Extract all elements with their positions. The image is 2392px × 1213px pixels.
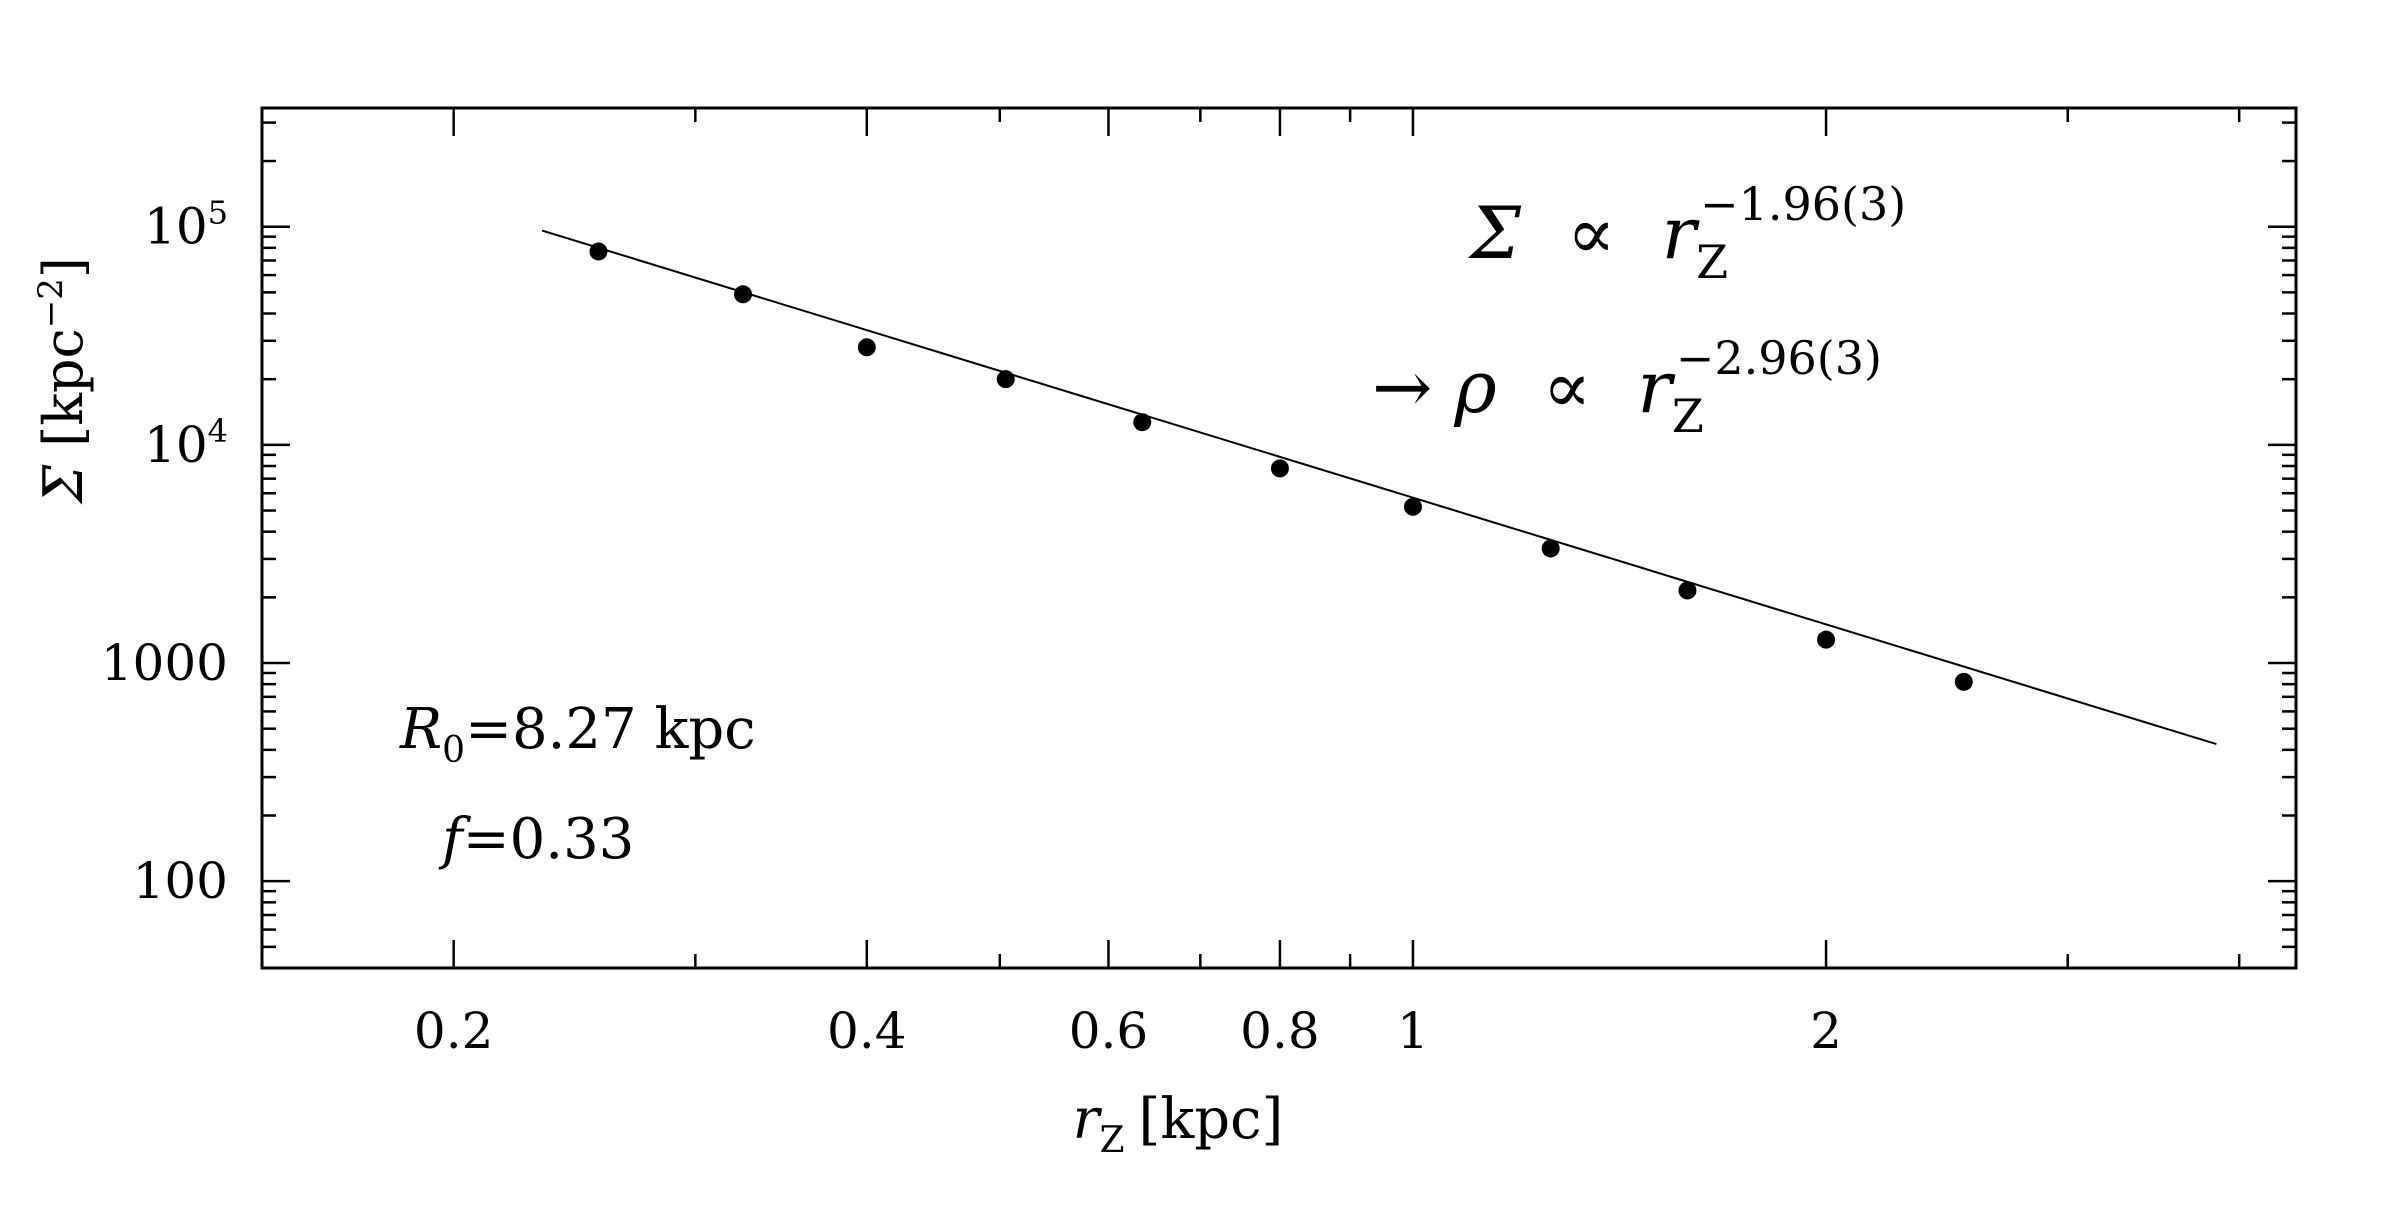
x-tick-labels: 0.2 0.4 0.6 0.8 1 2 [414,1002,1842,1060]
fit-annotation-rho: → ρ ∝ rZ−2.96(3) [1372,331,1882,443]
x-axis-label: rZ [kpc] [1073,1087,1284,1161]
data-point [1270,459,1289,478]
data-point [1678,581,1697,600]
y-tick-label: 105 [144,194,228,256]
data-point [1954,672,1973,691]
x-tick-label: 2 [1810,1002,1842,1060]
data-point [857,338,876,357]
x-tick-label: 0.2 [414,1002,494,1060]
axis-ticks [262,108,2296,970]
y-tick-label: 104 [144,412,228,474]
x-tick-label: 1 [1397,1002,1429,1060]
x-tick-label: 0.8 [1240,1002,1320,1060]
data-point [734,285,753,304]
y-tick-label: 100 [133,852,228,910]
data-point [1817,630,1836,649]
data-point [589,242,608,261]
fit-annotation-sigma: Σ ∝ rZ−1.96(3) [1467,177,1906,289]
fit-line [541,229,2217,746]
data-point [996,370,1015,389]
y-tick-labels: 100 1000 104 105 [101,194,228,910]
data-points [589,242,1973,691]
plot-frame [260,106,2298,970]
y-axis-label: Σ[kpc−2] [31,257,95,505]
data-point [1133,413,1152,432]
x-tick-label: 0.4 [827,1002,907,1060]
y-tick-label: 1000 [101,634,228,692]
data-point [1541,539,1560,558]
param-r0: R0=8.27 kpc [399,697,756,771]
x-tick-label: 0.6 [1069,1002,1149,1060]
data-point [1403,497,1422,516]
param-f: f=0.33 [438,807,634,872]
